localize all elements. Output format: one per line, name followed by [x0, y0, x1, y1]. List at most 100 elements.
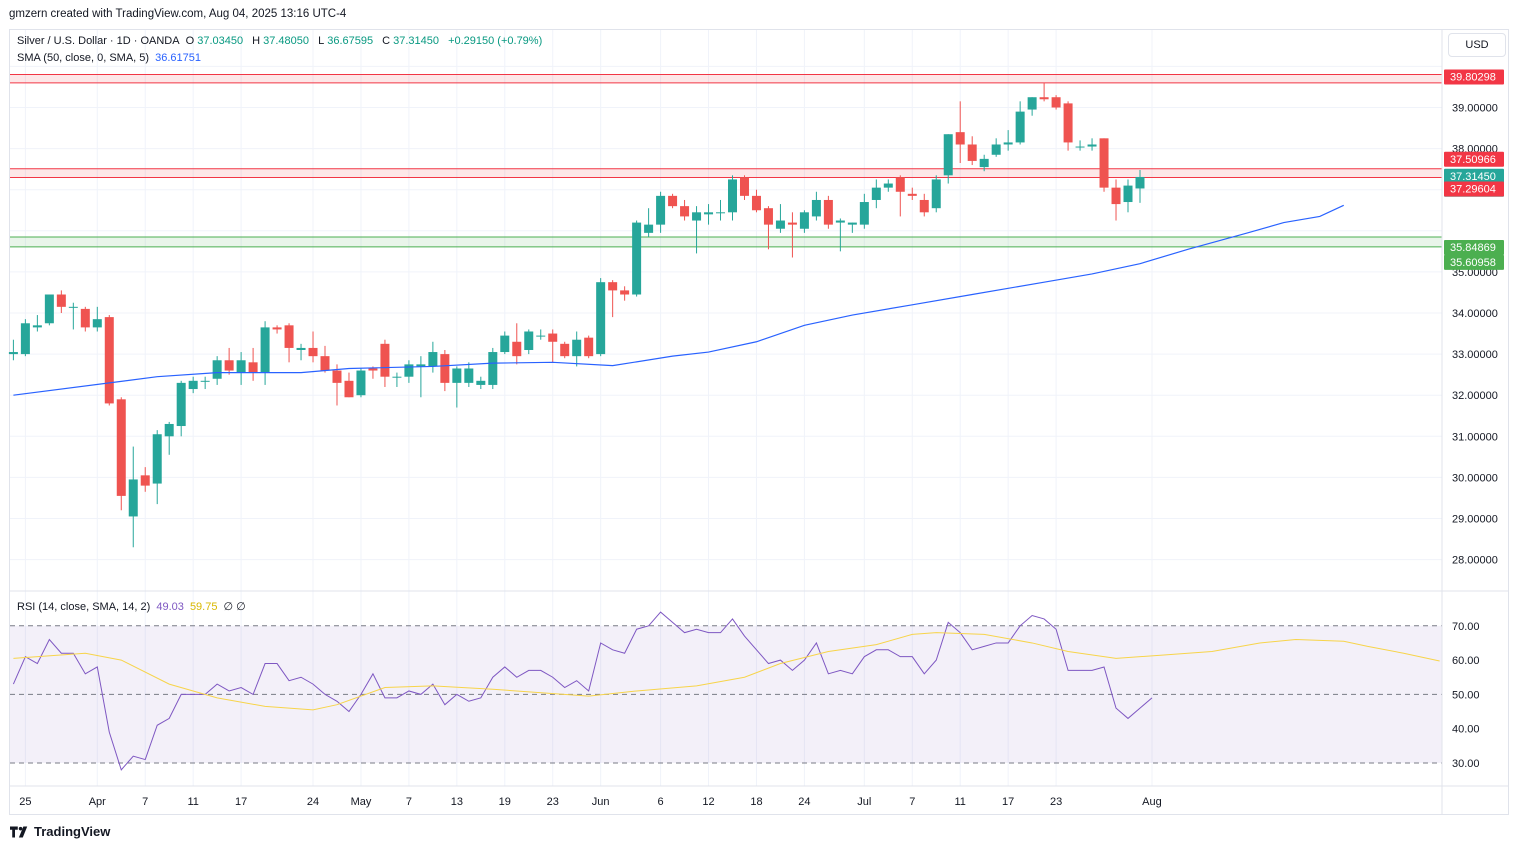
candle-body	[296, 347, 306, 350]
time-tick-label: 24	[307, 796, 319, 808]
time-tick-label: 6	[658, 796, 664, 808]
candle-body	[1051, 97, 1061, 108]
candle-body	[943, 134, 953, 176]
ohlc-low: L 36.67595	[318, 35, 376, 47]
candle-body	[739, 177, 749, 196]
candle-body	[116, 399, 126, 496]
candle-body	[1039, 97, 1049, 100]
rsi-sma-value: 59.75	[189, 601, 218, 613]
close-value: 37.31450	[393, 35, 439, 47]
sma-label: SMA (50, close, 0, SMA, 5)	[17, 52, 150, 64]
time-tick-label: 23	[547, 796, 559, 808]
candle-body	[428, 352, 438, 367]
candle-body	[847, 222, 857, 225]
candle-body	[787, 222, 797, 225]
candle-body	[152, 434, 162, 484]
time-tick-label: Apr	[89, 796, 106, 808]
candle-body	[979, 158, 989, 168]
candle-body	[704, 212, 714, 215]
time-tick-label: 11	[955, 796, 966, 808]
candle-body	[284, 325, 294, 348]
tradingview-logo-icon	[10, 825, 28, 838]
price-tag	[1444, 181, 1504, 197]
time-tick-label: 17	[1002, 796, 1014, 808]
candle-body	[560, 343, 570, 357]
candle-body	[440, 354, 450, 383]
low-value: 36.67595	[327, 35, 374, 47]
price-tick-label: 29.00000	[1452, 514, 1498, 526]
candle-body	[1099, 138, 1109, 188]
candle-body	[716, 212, 726, 214]
candle-body	[1063, 103, 1073, 143]
candle-body	[188, 380, 198, 390]
candle-body	[859, 202, 869, 225]
chart-frame	[9, 29, 1509, 815]
candle-body	[1015, 111, 1025, 143]
time-tick-label: 13	[451, 796, 463, 808]
candle-body	[656, 195, 666, 225]
price-tag-label: 35.60958	[1450, 257, 1496, 269]
candle-body	[248, 362, 258, 373]
time-tick-label: 19	[499, 796, 511, 808]
price-tick-label: 39.00000	[1452, 103, 1498, 115]
candle-body	[212, 360, 222, 379]
candle-body	[1003, 142, 1013, 145]
price-tick-label: 28.00000	[1452, 555, 1498, 567]
candle-body	[907, 193, 917, 196]
rsi-tick-label: 50.00	[1452, 689, 1480, 701]
price-tag	[1444, 254, 1504, 270]
candle-body	[931, 179, 941, 209]
candle-body	[835, 220, 845, 223]
time-tick-label: 7	[909, 796, 915, 808]
candle-body	[823, 199, 833, 225]
open-label: O	[185, 35, 195, 47]
time-tick-label: 23	[1050, 796, 1062, 808]
candle-body	[548, 333, 558, 342]
price-tick-label: 35.00000	[1452, 267, 1498, 279]
candle-body	[919, 199, 929, 213]
price-tag-label: 35.84869	[1450, 242, 1496, 254]
candle-body	[260, 327, 270, 373]
price-tag-label: 37.50966	[1450, 154, 1496, 166]
price-change: +0.29150 (+0.79%)	[448, 35, 543, 47]
candle-body	[332, 370, 342, 383]
rsi-sma-line	[13, 632, 1440, 711]
rsi-tick-label: 60.00	[1452, 655, 1480, 667]
candle-body	[464, 368, 474, 383]
candle-body	[140, 475, 150, 486]
sma-line	[13, 204, 1344, 396]
candle-body	[584, 337, 594, 357]
price-tick-label: 33.00000	[1452, 349, 1498, 361]
rsi-tick-label: 40.00	[1452, 724, 1480, 736]
candle-body	[763, 208, 773, 225]
candle-body	[236, 360, 246, 373]
candle-body	[1027, 97, 1037, 110]
candle-body	[967, 144, 977, 161]
candle-body	[344, 380, 354, 398]
high-label: H	[252, 35, 261, 47]
close-label: C	[382, 35, 391, 47]
symbol-legend: Silver / U.S. Dollar · 1D · OANDA O 37.03…	[17, 35, 545, 47]
rsi-tick-label: 70.00	[1452, 621, 1480, 633]
rsi-label: RSI (14, close, SMA, 14, 2)	[17, 601, 151, 613]
candle-body	[751, 195, 761, 211]
candle-body	[32, 325, 42, 328]
candle-body	[416, 364, 426, 367]
candle-body	[895, 177, 905, 192]
price-tick-label: 34.00000	[1452, 308, 1498, 320]
candle-body	[668, 195, 678, 207]
candle-body	[368, 368, 378, 371]
time-tick-label: Jul	[857, 796, 871, 808]
rsi-tick-label: 30.00	[1452, 758, 1480, 770]
level-zone	[10, 74, 1442, 83]
price-tag	[1444, 151, 1504, 167]
candle-body	[200, 380, 210, 382]
open-value: 37.03450	[197, 35, 244, 47]
rsi-line	[12, 611, 1153, 771]
price-tag-label: 37.29604	[1450, 184, 1496, 196]
candle-body	[871, 187, 881, 200]
currency-button[interactable]: USD	[1448, 33, 1506, 57]
rsi-legend: RSI (14, close, SMA, 14, 2) 49.03 59.75 …	[17, 600, 249, 613]
candle-body	[56, 294, 66, 307]
